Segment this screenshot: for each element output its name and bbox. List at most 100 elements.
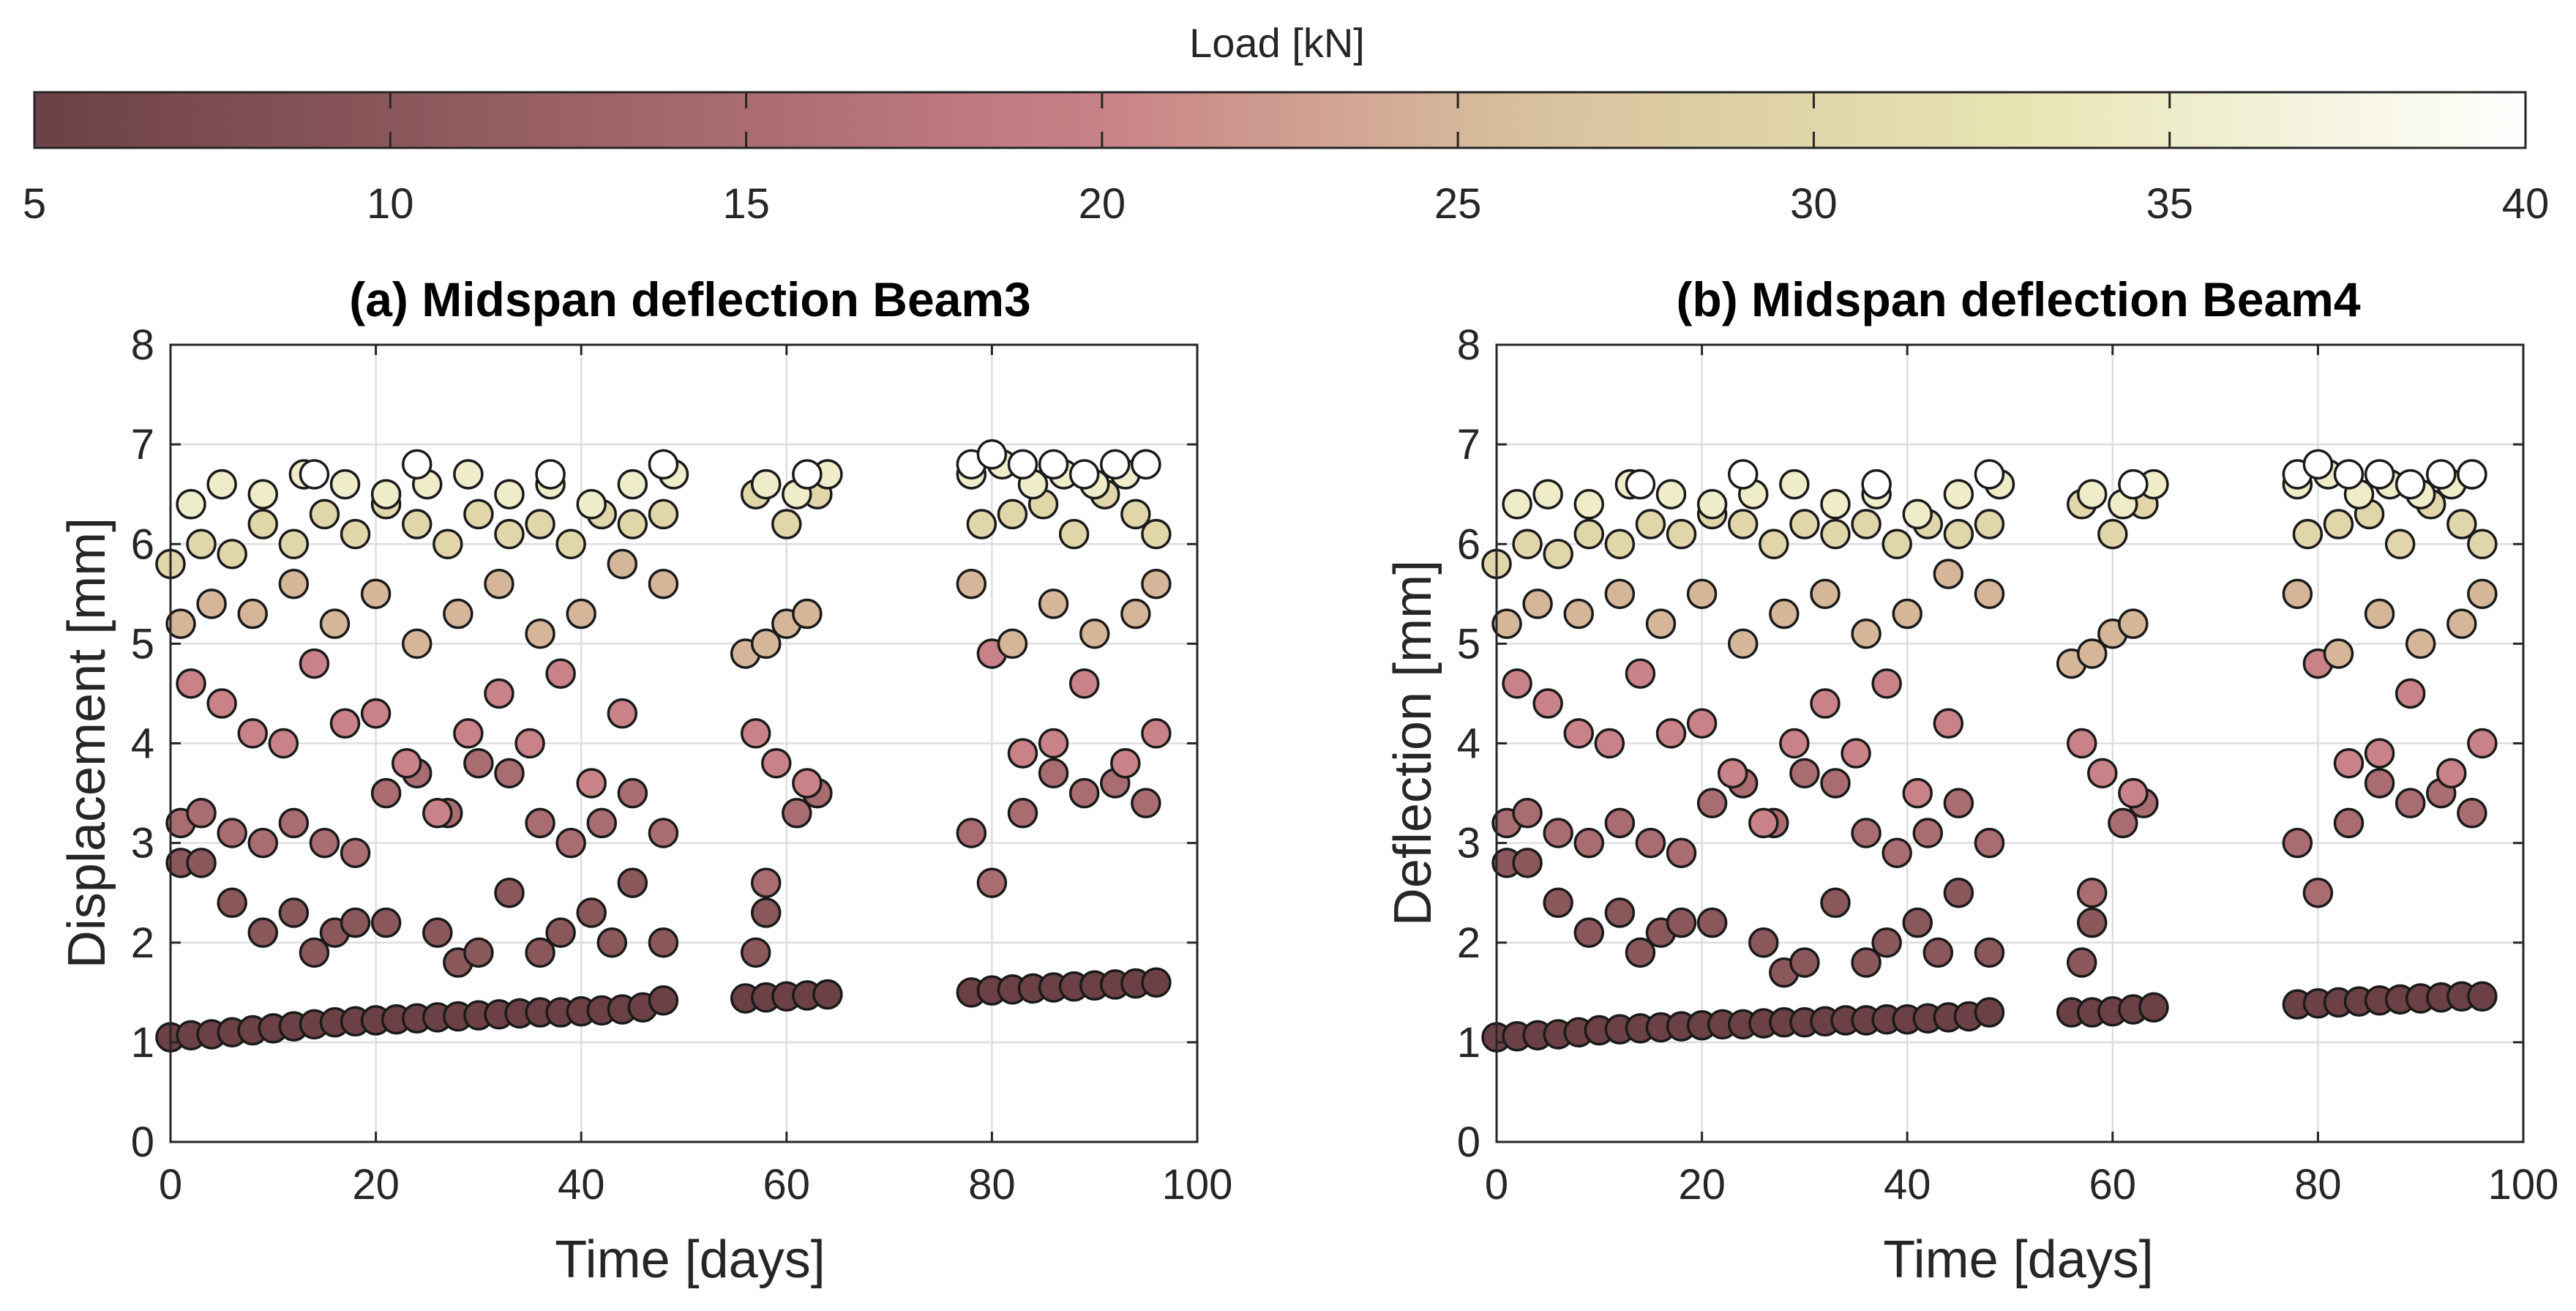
data-point [484,678,514,709]
panel-b-ylabel: Deflection [mm] [1384,560,1442,926]
data-point [1933,708,1964,739]
data-point [217,818,247,848]
data-point [370,907,402,938]
y-tick-label: 2 [1457,919,1480,967]
data-point [1912,818,1944,848]
panel-a-ylabel: Displacement [mm] [58,518,116,968]
colorbar-tick-label: 10 [367,180,414,228]
data-point [1727,459,1759,490]
data-point [617,777,648,809]
y-tick-label: 4 [1457,720,1480,768]
data-point [1038,449,1069,480]
data-point [2138,992,2169,1023]
data-point [1141,718,1172,749]
data-point [1892,598,1922,630]
data-point [1038,589,1069,619]
data-point [1120,598,1151,630]
data-point [370,777,402,809]
x-tick-label: 80 [968,1161,1016,1209]
data-point [1882,528,1912,559]
data-point [247,479,279,509]
colorbar-ticks: 5 10 15 20 25 30 35 40 [23,92,2549,228]
data-point [1974,459,2005,490]
data-point [2395,468,2426,500]
data-point [566,598,596,630]
data-point [494,758,525,789]
data-point [1902,907,1933,938]
data-point [1645,608,1677,639]
data-point [1717,758,1748,789]
data-point [586,807,618,839]
data-point [1068,777,1100,809]
data-point [1851,619,1882,649]
data-point [1851,947,1882,978]
data-point [576,897,607,928]
data-point [792,598,823,630]
colorbar-gradient [33,91,2527,149]
data-point [1141,518,1172,550]
data-point [1943,788,1974,818]
data-point [401,449,433,480]
data-point [782,798,812,829]
colorbar-tick-label: 35 [2146,180,2193,228]
data-point [1502,668,1532,699]
data-point [278,897,310,928]
data-point [1820,518,1851,550]
data-point [555,827,586,859]
data-point [1038,758,1069,789]
data-point [1543,539,1573,569]
data-point [1789,509,1820,539]
data-point [1882,837,1912,868]
x-tick-label: 60 [2089,1161,2137,1209]
data-point [997,628,1028,660]
data-point [391,747,422,779]
data-point [1943,877,1974,908]
panel-b-xlabel: Time [days] [1883,1230,2153,1289]
data-point [1974,509,2005,539]
panel-a-title: (a) Midspan deflection Beam3 [349,272,1031,326]
data-point [1902,777,1933,809]
colorbar-tick-label: 15 [722,180,770,228]
data-point [176,489,206,520]
data-point [360,578,392,610]
data-point [648,927,679,958]
data-point [2457,798,2487,829]
data-point [545,917,576,948]
colorbar-tick-label: 20 [1079,180,1126,228]
data-point [1779,468,1810,500]
x-tick-label: 0 [159,1161,182,1209]
data-point [2302,449,2334,480]
data-point [1007,798,1038,829]
data-point [401,628,433,660]
y-tick-label: 0 [131,1118,154,1166]
data-point [648,498,679,530]
data-point [2108,807,2138,839]
data-point [1974,578,2005,610]
data-point [1727,509,1759,539]
data-point [1604,897,1636,928]
data-point [1851,509,1882,539]
data-point [2076,638,2108,669]
data-point [1512,798,1543,829]
data-point [648,985,679,1016]
data-point [360,698,392,729]
data-point [1810,688,1841,719]
data-point [1079,619,1110,649]
y-tick-label: 8 [1457,321,1480,369]
data-point [525,937,555,968]
colorbar-label: Load [kN] [1189,20,1365,66]
x-tick-label: 60 [763,1161,811,1209]
data-point [422,798,453,829]
data-point [186,848,217,878]
data-point [2323,509,2354,539]
data-point [617,867,648,898]
data-point [1594,728,1625,759]
y-tick-label: 2 [131,919,154,967]
data-point [463,937,494,968]
data-point [1100,449,1131,480]
data-point [433,528,463,559]
data-point [2087,758,2118,789]
data-point [771,509,802,539]
data-point [237,718,268,749]
